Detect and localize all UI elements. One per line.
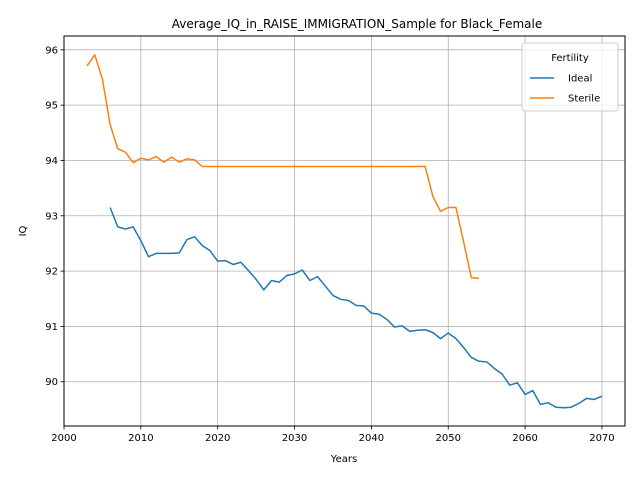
y-tick-label: 96	[45, 45, 58, 56]
series-line-ideal	[109, 207, 603, 409]
x-tick-label: 2010	[128, 433, 153, 444]
y-tick-label: 94	[45, 156, 58, 167]
x-tick-label: 2040	[359, 433, 384, 444]
x-axis-label: Years	[330, 454, 357, 465]
x-tick-label: 2070	[589, 433, 614, 444]
legend-label-sterile: Sterile	[568, 94, 600, 105]
x-tick-label: 2020	[205, 433, 230, 444]
y-tick-label: 93	[45, 211, 58, 222]
legend-title: Fertility	[551, 53, 589, 64]
legend: Fertility Ideal Sterile	[521, 42, 619, 112]
y-axis-ticks: 90 91 92 93 94 95 96	[45, 45, 64, 388]
y-tick-label: 91	[45, 322, 58, 333]
x-axis-ticks: 2000 2010 2020 2030 2040 2050 2060 2070	[51, 426, 615, 444]
plot-area-frame	[63, 35, 626, 427]
legend-box	[521, 42, 619, 112]
y-axis-label: IQ	[18, 225, 29, 236]
x-tick-label: 2000	[51, 433, 76, 444]
chart-title: Average_IQ_in_RAISE_IMMIGRATION_Sample f…	[172, 17, 542, 31]
x-tick-label: 2060	[512, 433, 537, 444]
series-lines	[86, 54, 603, 409]
y-tick-label: 95	[45, 101, 58, 112]
y-tick-label: 90	[45, 377, 58, 388]
series-line-sterile	[86, 54, 480, 280]
x-tick-label: 2050	[436, 433, 461, 444]
x-tick-label: 2030	[282, 433, 307, 444]
y-tick-label: 92	[45, 267, 58, 278]
legend-label-ideal: Ideal	[568, 74, 592, 85]
